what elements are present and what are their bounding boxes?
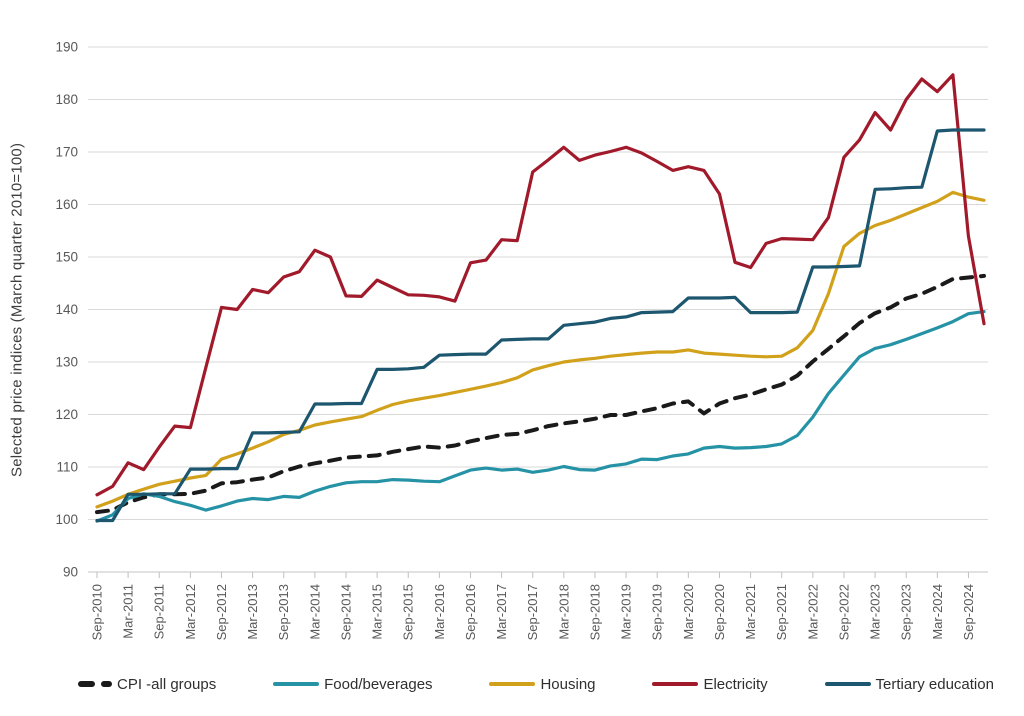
x-tick-label-Mar-2019: Mar-2019 [619,584,634,640]
y-tick-label-110: 110 [56,460,78,475]
legend-label: Housing [540,675,596,693]
legend-swatch-tertiary-line [824,681,871,687]
x-tick-label-Sep-2016: Sep-2016 [463,584,478,640]
series-line-electricity [95,73,986,497]
legend-label: Food/beverages [324,675,433,693]
y-tick-label-90: 90 [63,565,78,580]
x-tick-label-Mar-2012: Mar-2012 [183,584,198,640]
legend-swatch-electricity-line [652,681,699,687]
legend-item-electricity: Electricity [652,675,768,693]
legend-swatch-food-line [273,681,320,687]
series-line-cpi-all-groups [95,273,986,515]
y-tick-label-170: 170 [55,145,78,160]
legend-item-housing: Housing [489,675,596,693]
x-tick-label-Sep-2010: Sep-2010 [90,584,105,640]
legend-swatch-cpi-dashed-line [78,680,112,688]
legend-label: Tertiary education [875,675,994,693]
legend-item-cpi-all-groups: CPI -all groups [78,676,216,693]
x-tick-label-Sep-2018: Sep-2018 [587,584,602,640]
line-chart-canvas: 90 100 110 120 130 140 150 160 170 180 190 Sep-2010… [55,40,988,640]
x-tick-label-Sep-2023: Sep-2023 [899,584,914,640]
legend-line-mark [273,681,320,687]
legend-dash-mark [101,680,112,688]
x-tick-label-Sep-2017: Sep-2017 [525,584,540,640]
legend-swatch-housing-line [489,681,536,687]
x-tick-label-Sep-2014: Sep-2014 [338,584,353,640]
x-tick-label-Sep-2022: Sep-2022 [836,584,851,640]
legend-label: CPI -all groups [117,675,217,693]
series-line-tertiary-education [95,128,986,523]
legend-line-mark [652,681,699,687]
series-line-housing [95,190,986,509]
x-tick-label-Sep-2015: Sep-2015 [401,584,416,640]
legend-dash-mark [78,680,95,688]
legend-label: Electricity [703,675,768,693]
x-tick-label-Mar-2020: Mar-2020 [681,584,696,640]
series-line-food-beverages [95,310,986,523]
y-tick-label-130: 130 [55,355,78,370]
x-tick-label-Sep-2011: Sep-2011 [152,584,167,639]
legend-item-food-beverages: Food/beverages [273,675,433,693]
y-tick-label-160: 160 [55,197,78,212]
y-tick-label-180: 180 [55,92,78,107]
x-tick-label-Mar-2021: Mar-2021 [743,584,758,640]
y-tick-label-100: 100 [55,512,78,527]
x-tick-label-Mar-2024: Mar-2024 [930,584,945,640]
legend-line-mark [824,681,871,687]
x-tick-label-Mar-2023: Mar-2023 [868,584,883,640]
y-tick-label-120: 120 [55,407,78,422]
x-tick-label-Mar-2016: Mar-2016 [432,584,447,640]
x-tick-label-Mar-2022: Mar-2022 [805,584,820,640]
legend-item-tertiary-education: Tertiary education [824,675,994,693]
y-tick-label-190: 190 [55,40,78,55]
x-tick-label-Sep-2024: Sep-2024 [961,584,976,640]
x-tick-label-Mar-2014: Mar-2014 [307,584,322,640]
x-tick-label-Sep-2021: Sep-2021 [774,584,789,640]
x-tick-label-Mar-2017: Mar-2017 [494,584,509,640]
x-tick-label-Mar-2018: Mar-2018 [556,584,571,640]
chart-legend: CPI -all groups Food/beverages Housing E… [0,656,1024,712]
legend-line-mark [489,681,536,687]
x-tick-label-Sep-2019: Sep-2019 [650,584,665,640]
x-tick-label-Sep-2012: Sep-2012 [214,584,229,640]
x-tick-label-Mar-2015: Mar-2015 [370,584,385,640]
x-tick-label-Sep-2013: Sep-2013 [276,584,291,640]
y-tick-label-150: 150 [55,250,78,265]
x-tick-label-Mar-2011: Mar-2011 [121,584,136,639]
x-tick-label-Mar-2013: Mar-2013 [245,584,260,640]
y-tick-label-140: 140 [55,302,78,317]
x-tick-label-Sep-2020: Sep-2020 [712,584,727,640]
